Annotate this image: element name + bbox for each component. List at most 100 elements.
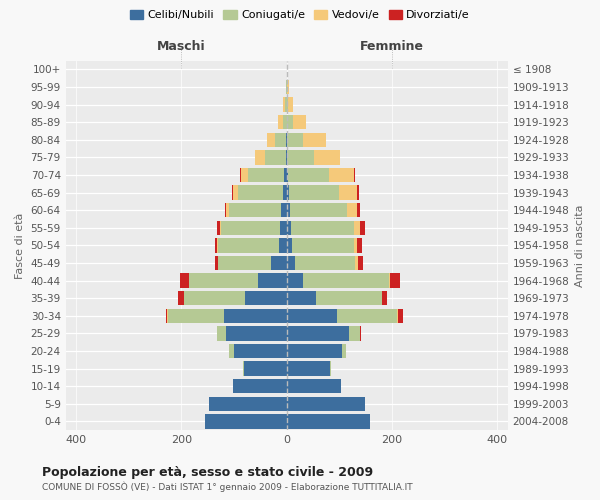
Bar bbox=[226, 326, 287, 340]
Bar bbox=[245, 291, 287, 306]
Bar bbox=[190, 274, 258, 288]
Bar bbox=[209, 396, 287, 411]
Bar bbox=[205, 414, 287, 428]
Bar bbox=[337, 308, 397, 323]
Text: COMUNE DI FOSSÒ (VE) - Dati ISTAT 1° gennaio 2009 - Elaborazione TUTTITALIA.IT: COMUNE DI FOSSÒ (VE) - Dati ISTAT 1° gen… bbox=[42, 482, 413, 492]
Bar bbox=[358, 256, 363, 270]
Bar bbox=[287, 256, 295, 270]
Bar bbox=[279, 238, 287, 252]
Bar bbox=[217, 326, 226, 340]
Bar bbox=[242, 362, 244, 376]
Bar bbox=[224, 203, 226, 218]
Bar bbox=[287, 115, 293, 130]
Bar bbox=[284, 98, 287, 112]
Bar bbox=[291, 220, 354, 235]
Bar bbox=[382, 291, 387, 306]
Bar bbox=[293, 115, 306, 130]
Bar bbox=[283, 115, 287, 130]
Bar bbox=[287, 150, 314, 164]
Bar bbox=[349, 326, 361, 340]
Bar bbox=[281, 203, 287, 218]
Bar bbox=[290, 203, 347, 218]
Bar bbox=[217, 238, 218, 252]
Bar bbox=[397, 308, 398, 323]
Bar bbox=[226, 203, 229, 218]
Text: Maschi: Maschi bbox=[157, 40, 206, 54]
Bar bbox=[287, 132, 302, 147]
Bar bbox=[287, 379, 341, 394]
Bar bbox=[221, 220, 280, 235]
Bar bbox=[287, 168, 288, 182]
Bar bbox=[224, 308, 287, 323]
Bar bbox=[339, 186, 357, 200]
Bar bbox=[316, 291, 382, 306]
Text: Femmine: Femmine bbox=[360, 40, 424, 54]
Bar bbox=[302, 274, 389, 288]
Bar bbox=[287, 80, 289, 94]
Bar bbox=[391, 274, 400, 288]
Bar bbox=[283, 98, 284, 112]
Bar bbox=[267, 132, 275, 147]
Bar bbox=[233, 379, 287, 394]
Bar bbox=[287, 362, 330, 376]
Bar bbox=[286, 150, 287, 164]
Bar bbox=[265, 150, 286, 164]
Bar bbox=[218, 256, 271, 270]
Bar bbox=[354, 220, 361, 235]
Bar bbox=[238, 186, 283, 200]
Bar bbox=[398, 308, 403, 323]
Bar bbox=[284, 168, 287, 182]
Bar bbox=[288, 168, 329, 182]
Bar bbox=[357, 238, 362, 252]
Bar bbox=[287, 344, 342, 358]
Bar bbox=[355, 256, 358, 270]
Bar bbox=[354, 238, 357, 252]
Bar bbox=[218, 238, 279, 252]
Y-axis label: Anni di nascita: Anni di nascita bbox=[575, 204, 585, 286]
Bar bbox=[287, 238, 292, 252]
Bar bbox=[329, 168, 354, 182]
Bar bbox=[292, 238, 354, 252]
Bar bbox=[287, 98, 289, 112]
Bar bbox=[229, 344, 234, 358]
Bar bbox=[287, 220, 291, 235]
Bar bbox=[361, 220, 365, 235]
Bar bbox=[330, 362, 331, 376]
Bar bbox=[241, 168, 248, 182]
Bar bbox=[234, 344, 287, 358]
Bar bbox=[287, 326, 349, 340]
Bar bbox=[287, 414, 370, 428]
Bar bbox=[287, 396, 365, 411]
Bar bbox=[178, 291, 184, 306]
Bar bbox=[184, 291, 245, 306]
Bar bbox=[248, 168, 284, 182]
Bar bbox=[166, 308, 167, 323]
Bar bbox=[314, 150, 340, 164]
Bar bbox=[275, 132, 286, 147]
Bar bbox=[244, 362, 287, 376]
Bar bbox=[289, 98, 293, 112]
Bar bbox=[342, 344, 346, 358]
Bar bbox=[180, 274, 190, 288]
Bar bbox=[169, 308, 224, 323]
Bar bbox=[287, 186, 289, 200]
Bar bbox=[215, 238, 217, 252]
Bar bbox=[280, 220, 287, 235]
Bar bbox=[347, 203, 357, 218]
Bar bbox=[215, 256, 218, 270]
Bar bbox=[287, 203, 290, 218]
Bar bbox=[283, 186, 287, 200]
Bar bbox=[220, 220, 221, 235]
Bar bbox=[287, 308, 337, 323]
Bar bbox=[289, 186, 339, 200]
Bar bbox=[258, 274, 287, 288]
Legend: Celibi/Nubili, Coniugati/e, Vedovi/e, Divorziati/e: Celibi/Nubili, Coniugati/e, Vedovi/e, Di… bbox=[125, 6, 475, 25]
Bar bbox=[287, 291, 316, 306]
Text: Popolazione per età, sesso e stato civile - 2009: Popolazione per età, sesso e stato civil… bbox=[42, 466, 373, 479]
Bar bbox=[357, 186, 359, 200]
Bar bbox=[295, 256, 355, 270]
Bar bbox=[357, 203, 360, 218]
Bar bbox=[167, 308, 169, 323]
Bar bbox=[389, 274, 391, 288]
Bar bbox=[233, 186, 238, 200]
